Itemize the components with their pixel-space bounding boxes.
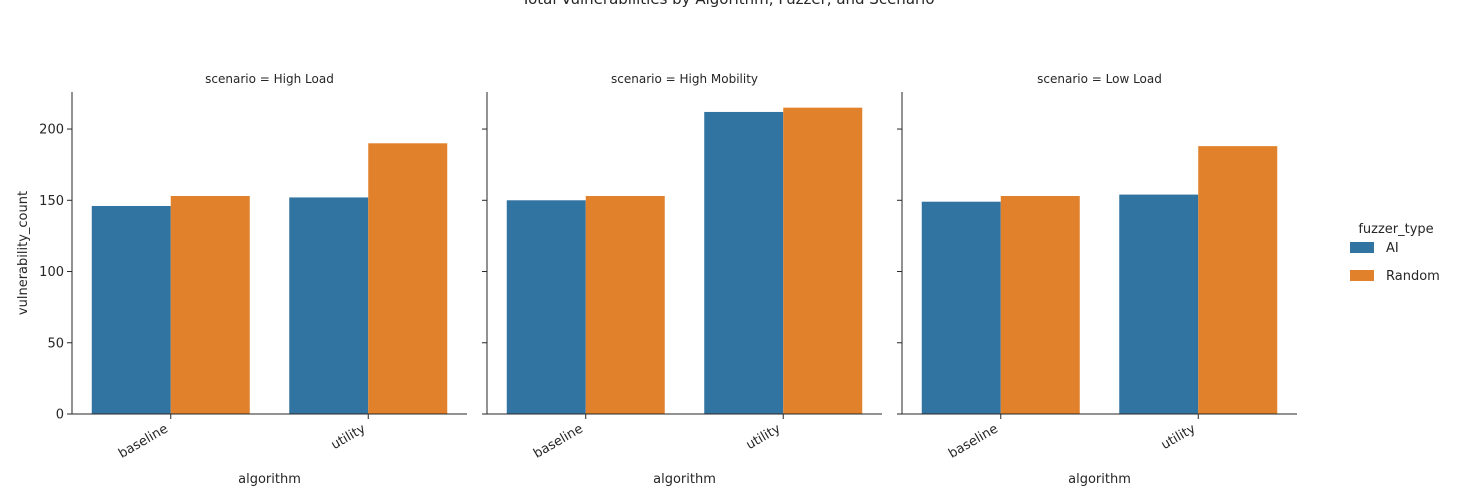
x-tick-label-utility: utility bbox=[329, 421, 369, 453]
bar-ai-baseline bbox=[506, 200, 586, 414]
legend-swatch-random bbox=[1350, 270, 1374, 281]
bar-random-utility bbox=[368, 143, 448, 415]
bar-random-utility bbox=[1198, 146, 1278, 414]
x-tick-label-baseline: baseline bbox=[531, 421, 586, 461]
x-tick-label-utility: utility bbox=[744, 421, 784, 453]
y-tick-label: 50 bbox=[47, 336, 64, 351]
bar-ai-baseline bbox=[921, 201, 1001, 414]
y-tick-label: 150 bbox=[39, 194, 64, 209]
chart-title: Total Vulnerabilities by Algorithm, Fuzz… bbox=[520, 0, 934, 8]
bar-random-baseline bbox=[585, 196, 665, 414]
y-tick-label: 200 bbox=[39, 123, 64, 138]
panel-1: scenario = High Load 0 50 100 150 200 baseline… bbox=[39, 72, 467, 487]
panel-title: scenario = Low Load bbox=[1037, 72, 1162, 86]
bar-random-baseline bbox=[1000, 196, 1080, 414]
y-axis-label: vulnerability_count bbox=[16, 191, 31, 315]
bar-ai-utility bbox=[289, 197, 369, 414]
x-tick-label-baseline: baseline bbox=[116, 421, 171, 461]
panel-title: scenario = High Mobility bbox=[611, 72, 758, 86]
x-tick-label-utility: utility bbox=[1159, 421, 1199, 453]
legend-title: fuzzer_type bbox=[1358, 222, 1433, 237]
x-axis-label: algorithm bbox=[238, 472, 301, 487]
panel-2: scenario = High Mobility baseline utility a… bbox=[482, 72, 882, 487]
panel-3: scenario = Low Load baseline utility algori… bbox=[897, 72, 1297, 487]
x-axis-label: algorithm bbox=[653, 472, 716, 487]
x-axis-label: algorithm bbox=[1068, 472, 1131, 487]
y-tick-label: 100 bbox=[39, 265, 64, 280]
bar-ai-utility bbox=[1119, 194, 1199, 414]
legend-swatch-ai bbox=[1350, 242, 1374, 253]
y-tick-label: 0 bbox=[56, 408, 64, 423]
bar-ai-baseline bbox=[91, 205, 171, 414]
bar-random-baseline bbox=[170, 196, 250, 414]
legend-label-random: Random bbox=[1386, 269, 1440, 284]
legend: fuzzer_type AI Random bbox=[1350, 222, 1440, 284]
bar-ai-utility bbox=[704, 111, 784, 414]
x-tick-label-baseline: baseline bbox=[946, 421, 1001, 461]
panel-title: scenario = High Load bbox=[205, 72, 334, 86]
bar-random-utility bbox=[783, 107, 863, 415]
legend-label-ai: AI bbox=[1386, 241, 1399, 256]
